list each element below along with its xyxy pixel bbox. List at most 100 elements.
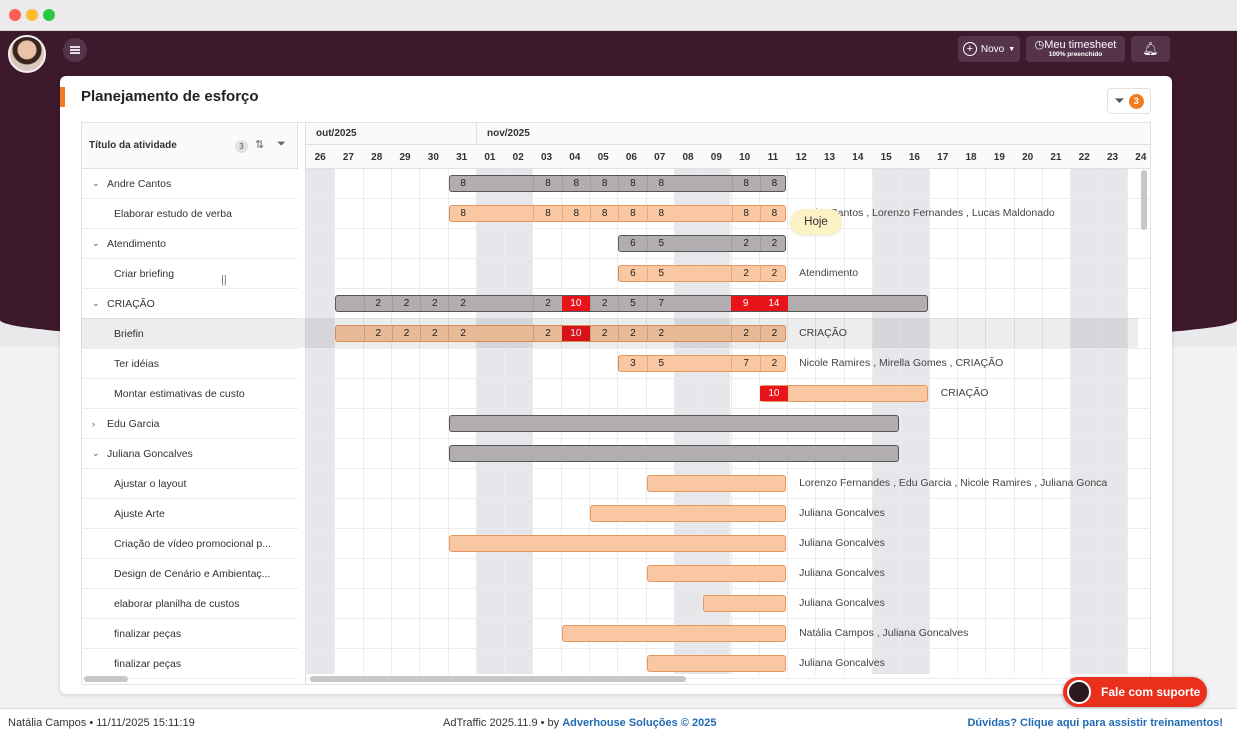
splitter-handle-icon[interactable]: ||	[221, 274, 227, 286]
chevron-down-icon[interactable]: ⌄	[92, 238, 100, 248]
sort-icon[interactable]: ⇅	[255, 139, 265, 151]
task-row[interactable]: Criação de vídeo promocional p...	[82, 529, 298, 559]
user-avatar[interactable]	[8, 35, 46, 73]
task-bar[interactable]	[646, 565, 787, 582]
support-button[interactable]: Fale com suporte	[1063, 677, 1207, 707]
task-row[interactable]: Ajuste Arte	[82, 499, 298, 529]
day-label: 31	[456, 151, 468, 163]
menu-button[interactable]	[63, 38, 87, 62]
task-row[interactable]: Elaborar estudo de verba	[82, 199, 298, 229]
summary-bar[interactable]: 2 2 2 2 2 10 2 5 7 9 14	[335, 295, 928, 312]
assignee-list: CRIAÇÃO	[940, 387, 989, 399]
effort-cell: 2	[589, 326, 618, 341]
task-bar[interactable]: 2 2 2 2 2 10 2 2 2 2 2	[335, 325, 787, 342]
pane-splitter[interactable]	[298, 123, 306, 684]
filter-count-badge: 3	[1128, 93, 1144, 109]
day-header-row: 26 27 28 29 30 31 01 02 03 04 05 06 07 08 09 10 11 12 13 14…	[306, 145, 1150, 169]
month-header-row: out/2025 nov/2025	[306, 123, 1150, 145]
weekend-column	[1070, 169, 1099, 674]
task-bar[interactable]	[448, 535, 787, 552]
row-label: Montar estimativas de custo	[114, 387, 245, 400]
day-column	[390, 169, 419, 674]
effort-cell: 2	[448, 296, 476, 311]
group-row[interactable]: ⌄ Juliana Goncalves	[82, 439, 298, 469]
timeline-row	[306, 529, 1150, 559]
vertical-scrollbar[interactable]	[1141, 170, 1147, 230]
timesheet-label: Meu timesheet	[1044, 38, 1117, 51]
chevron-down-icon[interactable]: ⌄	[92, 298, 100, 308]
task-bar[interactable]	[646, 475, 787, 492]
novo-button[interactable]: + Novo ▼	[958, 36, 1020, 62]
page-title: Planejamento de esforço	[81, 88, 259, 105]
minimize-window-button[interactable]	[26, 9, 38, 21]
assignee-list: Juliana Goncalves	[799, 597, 885, 609]
timeline-row	[306, 439, 1150, 469]
effort-cell: 8	[533, 176, 561, 191]
column-filter-icon[interactable]: ⏷	[277, 138, 286, 150]
effort-cell: 2	[731, 266, 759, 281]
task-row[interactable]: Ajustar o layout	[82, 469, 298, 499]
activity-column-header: Título da atividade 3 ⇅ ⏷	[82, 123, 298, 169]
summary-bar[interactable]	[448, 415, 900, 432]
effort-cell: 6	[618, 236, 646, 251]
task-row[interactable]: elaborar planilha de custos	[82, 589, 298, 619]
task-row[interactable]: finalizar peças	[82, 619, 298, 649]
assignee-list: Lorenzo Fernandes , Edu Garcia , Nicole …	[799, 477, 1108, 489]
effort-cell: 8	[759, 206, 788, 221]
day-label: 13	[823, 151, 836, 163]
row-label: finalizar peças	[114, 657, 182, 670]
group-row[interactable]: ⌄ Andre Cantos	[82, 169, 298, 199]
footer-company-link[interactable]: Adverhouse Soluções © 2025	[562, 717, 717, 729]
task-bar[interactable]	[703, 595, 787, 612]
close-window-button[interactable]	[9, 9, 21, 21]
chevron-down-icon[interactable]: ⌄	[92, 448, 100, 458]
effort-cell: 8	[590, 176, 618, 191]
day-label: 09	[710, 151, 722, 163]
support-label: Fale com suporte	[1101, 685, 1201, 699]
notifications-button[interactable]: 🔔︎	[1131, 36, 1170, 62]
timeline-scrollbar[interactable]	[310, 676, 686, 682]
clock-icon: ◷	[1034, 38, 1045, 51]
effort-cell: 2	[759, 236, 788, 251]
group-row[interactable]: ⌄ Atendimento	[82, 229, 298, 259]
task-row[interactable]: Briefin	[82, 319, 298, 349]
effort-cell: 8	[731, 176, 760, 191]
task-row[interactable]: Ter idéias	[82, 349, 298, 379]
effort-cell: 5	[646, 236, 675, 251]
chevron-down-icon[interactable]: ⌄	[92, 178, 100, 188]
task-row[interactable]: Design de Cenário e Ambientaç...	[82, 559, 298, 589]
maximize-window-button[interactable]	[43, 9, 55, 21]
group-row[interactable]: › Edu Garcia	[82, 409, 298, 439]
timeline-row	[306, 469, 1150, 499]
effort-cell: 2	[759, 266, 788, 281]
task-bar[interactable]	[561, 625, 787, 642]
row-label: finalizar peças	[114, 627, 182, 640]
timesheet-button[interactable]: ◷Meu timesheet 100% preenchido	[1026, 36, 1125, 62]
task-row[interactable]: Criar briefing	[82, 259, 298, 289]
overload-cell: 10	[561, 296, 590, 311]
row-label: Andre Cantos	[107, 177, 172, 190]
chevron-right-icon[interactable]: ›	[92, 418, 95, 429]
task-bar[interactable]	[590, 505, 787, 522]
day-label: 18	[965, 151, 977, 163]
footer-help-link[interactable]: Dúvidas? Clique aqui para assistir trein…	[967, 717, 1223, 729]
effort-cell: 2	[363, 326, 392, 341]
footer-version-prefix: AdTraffic 2025.11.9 • by	[443, 717, 563, 729]
window-titlebar	[0, 0, 1237, 31]
effort-cell: 8	[590, 206, 618, 221]
left-pane-scrollbar[interactable]	[84, 676, 128, 682]
summary-bar[interactable]	[448, 445, 900, 462]
task-bar[interactable]	[646, 655, 787, 672]
assignee-list: Atendimento	[799, 267, 859, 279]
task-bar[interactable]: 10	[759, 385, 928, 402]
task-row[interactable]: finalizar peças	[82, 649, 298, 679]
group-row[interactable]: ⌄ CRIAÇÃO	[82, 289, 298, 319]
filter-button[interactable]: ⏷ 3	[1107, 88, 1151, 114]
task-row[interactable]: Montar estimativas de custo	[82, 379, 298, 409]
timeline-row	[306, 199, 1150, 229]
